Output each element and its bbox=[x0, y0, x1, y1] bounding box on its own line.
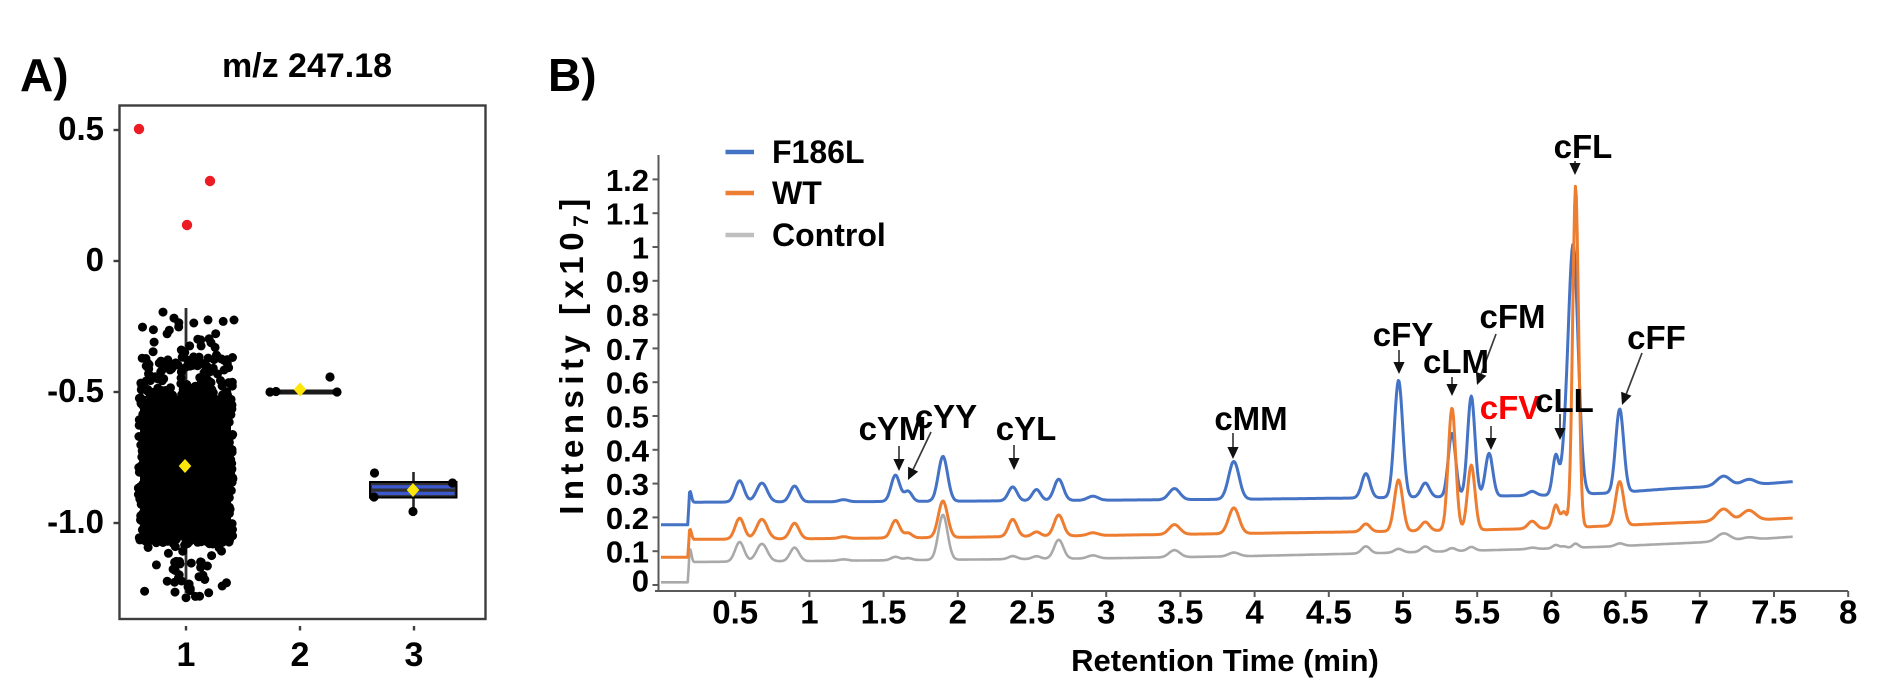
svg-text:WT: WT bbox=[772, 175, 822, 211]
svg-text:6.5: 6.5 bbox=[1603, 594, 1649, 631]
svg-text:2: 2 bbox=[949, 594, 967, 631]
svg-text:cLL: cLL bbox=[1535, 382, 1594, 419]
svg-text:0: 0 bbox=[632, 564, 649, 599]
svg-text:1: 1 bbox=[800, 594, 818, 631]
svg-text:0.5: 0.5 bbox=[58, 110, 104, 147]
svg-text:-1.0: -1.0 bbox=[47, 503, 104, 540]
svg-text:5.5: 5.5 bbox=[1454, 594, 1500, 631]
svg-text:0.3: 0.3 bbox=[606, 467, 649, 502]
svg-text:cFV: cFV bbox=[1480, 389, 1541, 426]
svg-text:0.7: 0.7 bbox=[606, 332, 649, 367]
svg-text:F186L: F186L bbox=[772, 134, 864, 170]
svg-text:cFL: cFL bbox=[1554, 128, 1613, 165]
svg-text:3: 3 bbox=[405, 636, 424, 674]
svg-text:4: 4 bbox=[1245, 594, 1264, 631]
svg-text:-0.5: -0.5 bbox=[47, 372, 104, 409]
svg-text:0.1: 0.1 bbox=[606, 535, 649, 570]
svg-text:1.2: 1.2 bbox=[606, 163, 649, 198]
svg-text:cFM: cFM bbox=[1480, 298, 1546, 335]
svg-text:7.5: 7.5 bbox=[1751, 594, 1797, 631]
svg-text:m/z 247.18: m/z 247.18 bbox=[222, 47, 392, 85]
svg-text:3.5: 3.5 bbox=[1157, 594, 1203, 631]
svg-text:Control: Control bbox=[772, 217, 886, 253]
svg-text:A): A) bbox=[20, 49, 69, 101]
svg-text:cMM: cMM bbox=[1214, 400, 1287, 437]
svg-text:0.8: 0.8 bbox=[606, 298, 649, 333]
svg-text:0.2: 0.2 bbox=[606, 501, 649, 536]
svg-text:0.5: 0.5 bbox=[712, 594, 758, 631]
svg-text:6: 6 bbox=[1542, 594, 1560, 631]
svg-text:cYL: cYL bbox=[996, 410, 1057, 447]
svg-text:Retention Time (min): Retention Time (min) bbox=[1071, 643, 1379, 678]
svg-text:3: 3 bbox=[1097, 594, 1115, 631]
svg-text:cFF: cFF bbox=[1627, 319, 1686, 356]
svg-text:cYM: cYM bbox=[859, 410, 927, 447]
svg-text:0: 0 bbox=[86, 241, 104, 278]
svg-text:0.6: 0.6 bbox=[606, 366, 649, 401]
svg-text:2: 2 bbox=[291, 636, 310, 674]
svg-text:2.5: 2.5 bbox=[1009, 594, 1055, 631]
svg-text:0.4: 0.4 bbox=[606, 433, 650, 468]
svg-text:1.1: 1.1 bbox=[606, 197, 649, 232]
svg-text:cLM: cLM bbox=[1423, 343, 1489, 380]
svg-text:B): B) bbox=[548, 49, 597, 101]
svg-text:5: 5 bbox=[1394, 594, 1412, 631]
svg-text:0.5: 0.5 bbox=[606, 400, 649, 435]
svg-text:cYY: cYY bbox=[915, 398, 977, 435]
svg-text:1.5: 1.5 bbox=[861, 594, 907, 631]
svg-text:1: 1 bbox=[177, 636, 196, 674]
svg-text:8: 8 bbox=[1839, 594, 1857, 631]
svg-text:Intensity [x107]: Intensity [x107] bbox=[553, 193, 593, 515]
svg-text:cFY: cFY bbox=[1373, 316, 1434, 353]
svg-text:0.9: 0.9 bbox=[606, 264, 649, 299]
svg-text:4.5: 4.5 bbox=[1306, 594, 1352, 631]
svg-text:1: 1 bbox=[632, 231, 649, 266]
svg-text:7: 7 bbox=[1691, 594, 1709, 631]
